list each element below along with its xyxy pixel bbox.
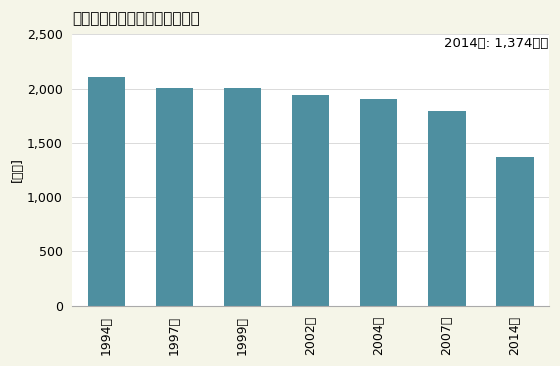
Text: 2014年: 1,374店舗: 2014年: 1,374店舗: [445, 37, 549, 50]
Bar: [224, 89, 262, 306]
Bar: [292, 95, 329, 306]
Bar: [428, 111, 465, 306]
Bar: [496, 157, 534, 306]
Bar: [88, 77, 125, 306]
Bar: [360, 99, 398, 306]
Bar: [156, 89, 193, 306]
Y-axis label: [店舗]: [店舗]: [11, 158, 24, 182]
Text: 機械器具小売業の店舗数の推移: 機械器具小売業の店舗数の推移: [72, 11, 200, 26]
